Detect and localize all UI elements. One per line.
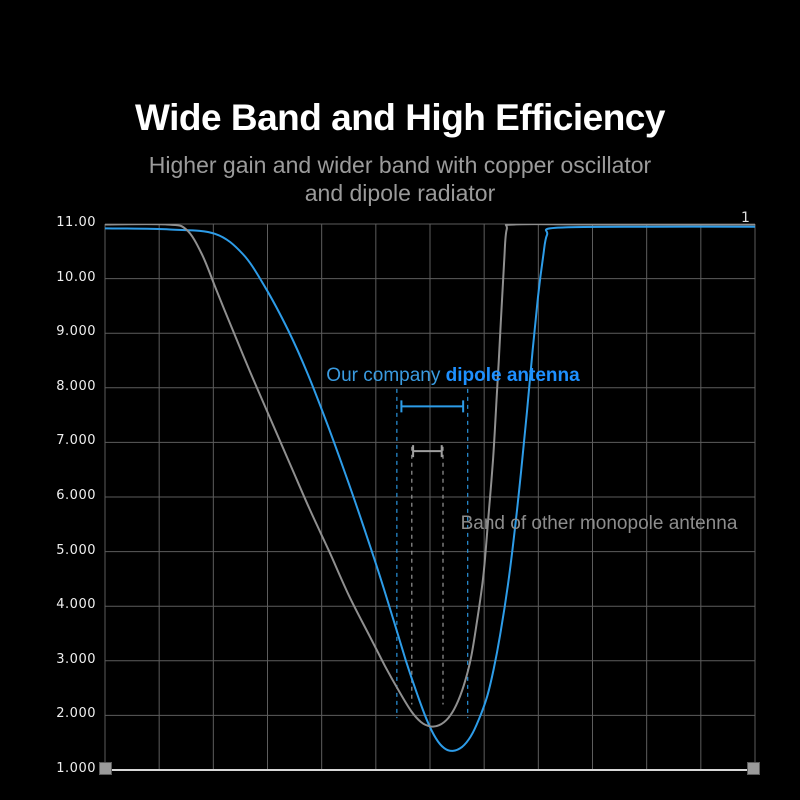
dipole-curve xyxy=(104,225,756,752)
y-tick-label: 4.000 xyxy=(56,597,96,613)
subtitle-line1: Higher gain and wider band with copper o… xyxy=(148,152,652,178)
y-tick-label: 6.000 xyxy=(56,488,96,503)
y-tick-label: 7.000 xyxy=(56,433,96,449)
dipole-band-label: Our company dipole antenna xyxy=(326,365,579,387)
y-tick-label: 10.00 xyxy=(56,269,96,285)
y-tick-label: 11.00 xyxy=(56,215,96,230)
y-tick-label: 8.000 xyxy=(56,378,96,394)
page-title: Wide Band and High Efficiency xyxy=(135,97,665,138)
y-axis: 11.00 10.00 9.000 8.000 7.000 6.000 5.000 4.000… xyxy=(0,0,100,800)
dipole-band-label-bold: dipole antenna xyxy=(445,365,580,386)
y-tick-label: 5.000 xyxy=(56,542,96,558)
scrollbar-right-cap[interactable] xyxy=(747,762,760,775)
y-tick-label: 3.000 xyxy=(56,651,96,667)
dipole-band-label-prefix: Our company xyxy=(326,365,446,386)
y-tick-label: 9.000 xyxy=(56,324,96,340)
monopole-band-label: Band of other monopole antenna xyxy=(460,513,738,534)
y-tick-label: 1.000 xyxy=(56,761,96,776)
scrollbar-left-cap[interactable] xyxy=(99,762,112,775)
monopole-curve xyxy=(104,224,755,728)
x-axis-corner-label: 1 xyxy=(741,210,750,226)
subtitle-line2: and dipole radiator xyxy=(304,180,496,206)
y-tick-label: 2.000 xyxy=(56,706,96,722)
